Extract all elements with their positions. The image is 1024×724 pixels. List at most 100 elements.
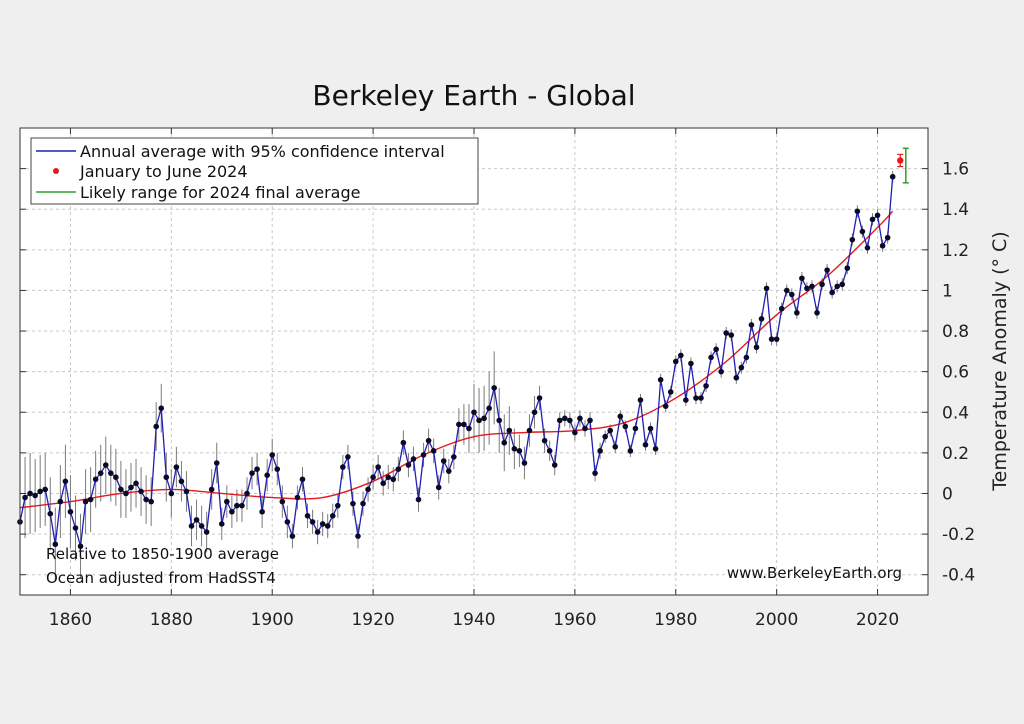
annual-point: [158, 405, 165, 412]
annual-point: [72, 525, 79, 531]
annual-point: [269, 452, 276, 458]
annual-point: [440, 458, 447, 464]
annual-point: [249, 470, 255, 476]
annual-point: [592, 470, 598, 476]
legend-box: [30, 137, 479, 205]
baseline-annotation: Relative to 1850-1900 average: [46, 545, 279, 563]
annual-point: [612, 443, 619, 450]
annual-point: [208, 486, 215, 493]
annual-point: [773, 336, 780, 342]
annual-point: [718, 368, 724, 375]
annual-point: [365, 486, 371, 493]
annual-point: [183, 488, 190, 495]
annual-point: [203, 529, 210, 535]
annual-point: [662, 403, 669, 409]
annual-point: [289, 533, 296, 539]
x-tick-label: 1940: [452, 610, 495, 630]
annual-point: [794, 309, 800, 316]
annual-point: [173, 464, 180, 470]
smoothed-trend-line: [19, 210, 894, 509]
x-tick-label: 1920: [351, 610, 394, 630]
y-tick-label: 0.6: [942, 363, 969, 383]
annual-point: [597, 448, 603, 454]
annual-point: [683, 397, 689, 403]
annual-average-line: [19, 176, 894, 547]
annual-point: [556, 417, 563, 424]
annual-point: [77, 543, 84, 550]
annual-point: [743, 354, 750, 361]
annual-point: [804, 285, 810, 292]
annual-point: [511, 446, 518, 452]
annual-point: [869, 216, 876, 223]
y-tick-label: -0.2: [942, 525, 975, 545]
annual-point: [425, 437, 432, 444]
annual-point: [400, 439, 407, 446]
annual-point: [118, 486, 124, 493]
annual-point: [753, 344, 760, 351]
annual-point: [32, 492, 38, 499]
annual-point: [405, 462, 412, 468]
y-axis-ticks: -0.4 -0.2 0 0.2 0.4 0.6 0.8 1 1.2 1.4 1.6: [20, 160, 975, 586]
annual-point: [52, 541, 59, 548]
annual-point: [435, 484, 442, 491]
annual-point: [108, 470, 114, 476]
annual-point: [385, 474, 392, 481]
annual-point: [536, 395, 543, 401]
annual-point: [309, 519, 316, 525]
annual-point: [652, 446, 659, 452]
annual-point: [657, 376, 664, 383]
x-tick-label: 1880: [150, 610, 193, 630]
source-annotation: www.BerkeleyEarth.org: [727, 564, 902, 582]
annual-point: [350, 500, 356, 507]
y-tick-label: 0.4: [942, 403, 969, 423]
annual-point: [531, 409, 538, 416]
annual-point: [148, 498, 154, 505]
annual-point: [738, 364, 745, 371]
annual-point: [829, 289, 835, 296]
annual-point: [163, 474, 170, 481]
ocean-annotation: Ocean adjusted from HadSST4: [46, 569, 276, 587]
likely-range-2024-errorbar: [902, 147, 909, 184]
annual-point: [410, 456, 417, 462]
annual-point: [642, 441, 649, 448]
annual-point: [526, 427, 533, 434]
annual-point: [451, 454, 457, 460]
annual-point: [128, 484, 134, 491]
annual-point: [617, 413, 624, 420]
annual-point: [188, 523, 195, 529]
annual-point: [607, 427, 613, 434]
annual-point: [789, 291, 795, 298]
annual-point: [284, 519, 291, 525]
annual-point: [496, 417, 503, 424]
annual-average-points: [17, 173, 896, 550]
annual-point: [198, 523, 205, 529]
annual-point: [728, 332, 735, 338]
annual-point: [768, 336, 775, 342]
annual-point: [133, 480, 139, 487]
annual-point: [445, 468, 452, 474]
annual-point: [390, 476, 397, 483]
legend: Annual average with 95% confidence inter…: [30, 137, 479, 205]
annual-point: [143, 496, 149, 503]
annual-point: [254, 466, 260, 472]
annual-point: [335, 502, 341, 509]
annual-point: [274, 466, 281, 472]
annual-point: [708, 354, 714, 361]
annual-point: [748, 322, 755, 328]
annual-point: [87, 496, 94, 503]
annual-point: [102, 462, 109, 468]
annual-point: [602, 433, 608, 440]
annual-point: [849, 236, 856, 243]
annual-point: [562, 415, 568, 422]
annual-point: [864, 244, 871, 251]
y-tick-label: 1.6: [942, 160, 969, 180]
x-tick-label: 1860: [49, 610, 92, 630]
annual-point: [97, 470, 104, 476]
annual-point: [329, 513, 336, 519]
annual-point: [113, 474, 119, 481]
y-tick-label: -0.4: [942, 566, 975, 586]
annual-point: [814, 309, 820, 316]
annual-point: [819, 281, 825, 288]
annual-point: [647, 425, 654, 432]
